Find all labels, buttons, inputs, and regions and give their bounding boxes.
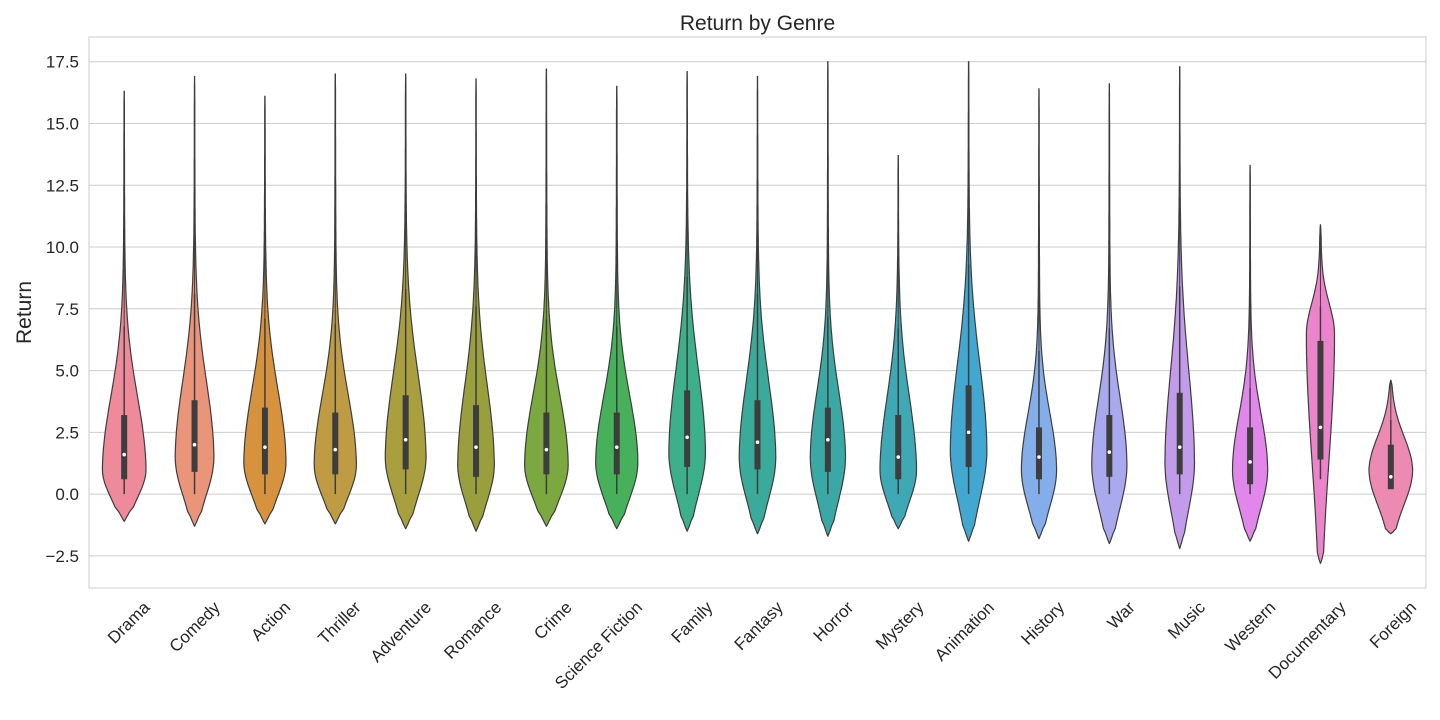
x-tick-label: Comedy	[166, 598, 225, 657]
violin-iqr-box	[613, 412, 620, 475]
violin-iqr-box	[332, 412, 339, 475]
violin-median	[966, 430, 971, 435]
violin-music	[1164, 66, 1196, 550]
y-axis-label: Return	[13, 281, 36, 344]
violin-crime	[523, 68, 569, 527]
violin-median	[614, 445, 619, 449]
y-tick-label: −2.5	[45, 547, 79, 566]
y-tick-label: 2.5	[55, 423, 79, 442]
violin-animation	[949, 61, 988, 542]
violin-adventure	[384, 73, 427, 530]
x-tick-label: History	[1017, 598, 1068, 649]
violin-western	[1231, 164, 1269, 542]
violin-median	[333, 447, 338, 452]
violin-iqr-box	[473, 405, 480, 477]
violins	[101, 61, 1414, 564]
chart-title: Return by Genre	[680, 12, 835, 35]
violin-median	[474, 445, 478, 449]
y-tick-label: 0.0	[55, 485, 79, 504]
violin-drama	[101, 90, 147, 522]
violin-iqr-box	[895, 415, 902, 480]
violin-median	[896, 455, 901, 459]
violin-median	[1248, 460, 1252, 464]
violin-iqr-box	[191, 400, 198, 472]
x-tick-label: Mystery	[872, 598, 928, 654]
x-tick-label: Drama	[104, 597, 154, 647]
violin-documentary	[1305, 224, 1336, 564]
x-tick-label: Family	[668, 598, 717, 647]
x-tick-label: Fantasy	[731, 598, 788, 655]
x-tick-label: Music	[1164, 598, 1209, 643]
x-tick-label: Horror	[810, 598, 858, 646]
y-tick-label: 15.0	[46, 114, 79, 133]
violin-median	[1107, 450, 1112, 454]
y-tick-label: 10.0	[46, 238, 79, 257]
violin-iqr-box	[1106, 415, 1113, 477]
violin-median	[1177, 445, 1182, 449]
violin-science-fiction	[595, 85, 639, 530]
y-tick-label: 12.5	[46, 176, 79, 195]
violin-median	[685, 435, 689, 440]
x-tick-label: Romance	[440, 598, 505, 663]
violin-iqr-box	[261, 407, 268, 475]
violin-iqr-box	[684, 390, 691, 467]
x-tick-label: Western	[1221, 598, 1279, 656]
x-tick-label: Action	[247, 598, 294, 645]
violin-median	[755, 440, 760, 445]
violin-family	[668, 70, 707, 532]
violin-war	[1091, 83, 1128, 545]
violin-median	[826, 437, 830, 442]
x-tick-label: Thriller	[314, 598, 364, 648]
violin-fantasy	[738, 75, 777, 535]
violin-median	[403, 437, 408, 442]
x-tick-label: Adventure	[367, 598, 435, 666]
violin-foreign	[1368, 379, 1414, 535]
y-tick-label: 5.0	[55, 362, 79, 381]
x-tick-label: Foreign	[1366, 598, 1420, 652]
violin-median	[122, 452, 126, 457]
violin-median	[1389, 475, 1393, 479]
violin-iqr-box	[1247, 427, 1254, 485]
violin-iqr-box	[1176, 392, 1183, 475]
violin-action	[243, 95, 287, 525]
violin-romance	[457, 78, 495, 532]
x-tick-labels: Drama Comedy Action Thriller Adventure Romanc…	[104, 597, 1420, 692]
y-tick-labels: −2.5 0.0 2.5 5.0 7.5 10.0 12.5 15.0 17.5	[45, 53, 79, 566]
violin-mystery	[879, 155, 918, 530]
violin-iqr-box	[543, 412, 550, 475]
y-tick-label: 7.5	[55, 300, 79, 319]
violin-iqr-box	[1317, 340, 1324, 460]
y-tick-label: 17.5	[46, 53, 79, 72]
violin-iqr-box	[965, 385, 972, 467]
violin-iqr-box	[1387, 444, 1394, 490]
violin-median	[544, 447, 549, 452]
violin-median	[1037, 455, 1041, 459]
violin-horror	[809, 61, 847, 537]
violin-median	[192, 442, 197, 447]
violin-iqr-box	[754, 400, 761, 470]
x-tick-label: Animation	[931, 598, 998, 665]
violin-iqr-box	[1035, 427, 1042, 480]
x-tick-label: War	[1104, 598, 1139, 633]
violin-iqr-box	[402, 395, 409, 470]
violin-comedy	[174, 75, 215, 527]
violin-median	[1318, 425, 1323, 430]
violin-history	[1020, 88, 1058, 540]
violin-thriller	[313, 73, 358, 525]
violin-iqr-box	[121, 415, 128, 480]
violin-median	[263, 445, 267, 449]
x-tick-label: Crime	[530, 598, 575, 643]
